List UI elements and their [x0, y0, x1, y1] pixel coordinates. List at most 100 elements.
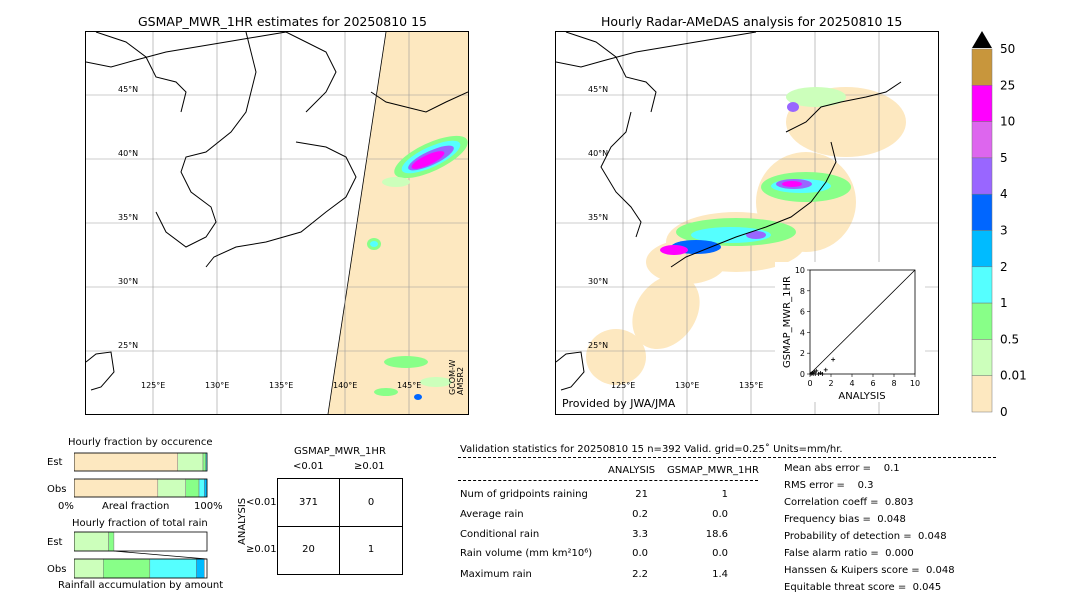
left-map-svg — [86, 32, 468, 414]
scatter-point — [816, 372, 821, 376]
right-lon-130: 130°E — [675, 381, 700, 390]
colorbar-label: 0.5 — [1000, 332, 1019, 346]
stat-analysis-4: 2.2 — [632, 569, 648, 580]
colorbar: 50 25 10 5 4 3 2 1 0.5 0.01 0 — [968, 28, 1028, 419]
colorbar-label: 4 — [1000, 187, 1008, 201]
colorbar-svg: 50 25 10 5 4 3 2 1 0.5 0.01 0 — [971, 31, 1027, 419]
scatter-ytick-label: 0 — [800, 370, 805, 379]
scatter-xtick-label: 4 — [849, 379, 854, 388]
left-lat-25: 25°N — [118, 341, 139, 350]
scatter-diagonal — [809, 269, 916, 375]
cell-01: 0 — [367, 497, 375, 508]
colorbar-box — [971, 193, 993, 231]
right-coastlines — [556, 32, 902, 391]
colorbar-box — [971, 121, 993, 159]
bar-segment — [74, 558, 104, 579]
cell-10: 20 — [302, 544, 315, 555]
left-lat-35: 35°N — [118, 213, 139, 222]
right-lon-125: 125°E — [611, 381, 636, 390]
right-lat-25: 25°N — [588, 341, 609, 350]
left-map-panel — [85, 31, 469, 415]
scatter-xticks: 0 2 4 6 8 10 — [807, 374, 920, 388]
colorbar-label: 2 — [1000, 260, 1008, 274]
bar-segment — [103, 558, 151, 579]
scatter-ytick-label: 8 — [800, 287, 805, 296]
left-lon-125: 125°E — [141, 381, 166, 390]
occurrence-est-bar — [74, 452, 208, 472]
scatter-ytick-label: 6 — [800, 308, 805, 317]
occurrence-xlabel: Areal fraction — [102, 501, 170, 512]
validation-subdivider — [458, 480, 758, 481]
totalrain-bars — [74, 531, 208, 579]
left-lon-145: 145°E — [397, 381, 422, 390]
left-lat-40: 40°N — [118, 149, 139, 158]
score-7: Equitable threat score = 0.045 — [784, 582, 942, 593]
left-coastlines — [86, 32, 468, 391]
score-1: RMS error = 0.3 — [784, 480, 874, 491]
scatter-ytick-label: 4 — [800, 328, 805, 337]
scatter-ytick-label: 10 — [795, 266, 805, 275]
occurrence-bars — [74, 452, 208, 498]
occurrence-xtick-0: 0% — [58, 501, 74, 512]
bar-segment — [157, 478, 186, 498]
score-4: Probability of detection = 0.048 — [784, 531, 947, 542]
validation-header: Validation statistics for 20250810 15 n=… — [460, 444, 843, 455]
totalrain-connector — [113, 550, 208, 560]
scatter-marks — [809, 357, 836, 376]
colorbar-box — [971, 266, 993, 304]
cell-11: 1 — [367, 544, 375, 555]
validation-col-gsmap: GSMAP_MWR_1HR — [667, 465, 759, 476]
scatter-point — [812, 369, 817, 374]
right-rain-patches — [660, 87, 851, 255]
bar-segment — [74, 531, 109, 552]
scatter-xtick-label: 6 — [870, 379, 875, 388]
bar-segment — [198, 478, 205, 498]
contingency-table: 371 0 20 1 — [277, 478, 403, 575]
scatter-point — [831, 357, 836, 362]
left-map-grid — [86, 32, 468, 414]
colorbar-box — [971, 48, 993, 86]
right-map-svg — [556, 32, 938, 414]
colorbar-label: 0 — [1000, 405, 1008, 418]
score-2: Correlation coeff = 0.803 — [784, 497, 914, 508]
stat-label-2: Conditional rain — [460, 529, 540, 540]
validation-col-analysis: ANALYSIS — [608, 465, 656, 476]
colorbar-label: 5 — [1000, 151, 1008, 165]
colorbar-label: 25 — [1000, 78, 1015, 92]
left-lon-135: 135°E — [269, 381, 294, 390]
colorbar-box — [971, 339, 993, 376]
colorbar-box — [971, 302, 993, 340]
stat-analysis-0: 21 — [635, 489, 648, 500]
left-map-title: GSMAP_MWR_1HR estimates for 20250810 15 — [138, 14, 427, 29]
stat-gsmap-2: 18.6 — [705, 529, 728, 540]
scatter-xtick-label: 0 — [807, 379, 812, 388]
bar-outline — [74, 452, 208, 472]
occurrence-title: Hourly fraction by occurence — [68, 437, 213, 448]
scatter-xtick-label: 2 — [828, 379, 833, 388]
validation-divider — [458, 457, 996, 458]
stat-analysis-2: 3.3 — [632, 529, 648, 540]
totalrain-est-bar — [74, 531, 208, 552]
occurrence-label-obs: Obs — [47, 484, 67, 495]
colorbar-box — [971, 157, 993, 195]
bar-segment — [196, 558, 205, 579]
scatter-yticks: 0 2 4 6 8 10 — [795, 266, 810, 379]
occurrence-xtick-100: 100% — [194, 501, 223, 512]
bar-segment — [108, 531, 115, 552]
stat-label-0: Num of gridpoints raining — [460, 489, 588, 500]
bar-segment — [74, 452, 178, 472]
score-0: Mean abs error = 0.1 — [784, 463, 900, 474]
colorbar-label: 0.01 — [1000, 369, 1027, 383]
scatter-point — [823, 367, 828, 372]
left-sensor-label-2: AMSR2 — [456, 366, 465, 395]
stat-gsmap-4: 1.4 — [712, 569, 728, 580]
colorbar-label: 3 — [1000, 224, 1008, 238]
bar-segment — [185, 478, 200, 498]
occurrence-obs-bar — [74, 478, 208, 498]
scatter-inset: 0 2 4 6 8 10 0 2 4 6 8 10 ANALYSIS GSMAP_MWR_1HR — [775, 262, 925, 402]
bar-segment — [202, 452, 206, 472]
colorbar-boxes — [971, 48, 993, 413]
stat-gsmap-0: 1 — [721, 489, 728, 500]
stat-gsmap-3: 0.0 — [712, 548, 728, 559]
colorbar-box — [971, 375, 993, 413]
